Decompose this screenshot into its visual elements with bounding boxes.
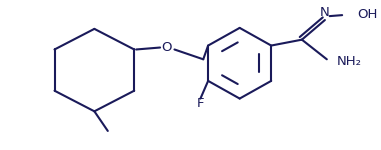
Text: N: N (320, 6, 330, 19)
Text: O: O (162, 41, 172, 54)
Text: F: F (197, 97, 204, 110)
Text: OH: OH (357, 8, 378, 21)
Text: NH₂: NH₂ (336, 55, 362, 68)
